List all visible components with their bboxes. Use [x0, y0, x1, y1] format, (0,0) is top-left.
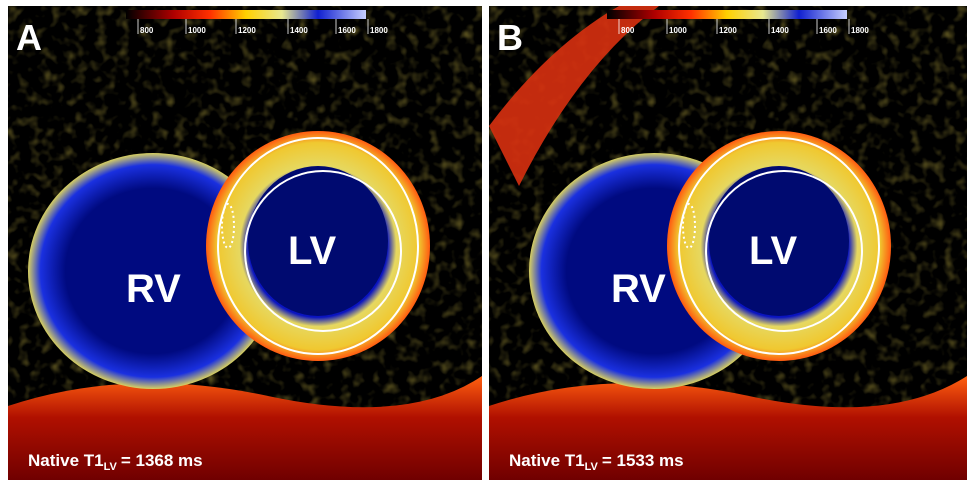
- colorbar: [126, 10, 366, 19]
- panel-label: B: [497, 17, 523, 58]
- measurement-subscript: LV: [104, 461, 118, 473]
- colorbar-tick-label: 800: [140, 26, 154, 35]
- measurement-value: = 1368 ms: [121, 451, 203, 470]
- region-label: RV: [126, 267, 181, 311]
- colorbar-tick-label: 1400: [771, 26, 789, 35]
- colorbar-tick-label: 1200: [238, 26, 256, 35]
- scan: [489, 6, 967, 480]
- colorbar-tick-label: 1800: [851, 26, 869, 35]
- region-label: RV: [611, 267, 666, 311]
- colorbar-tick-label: 1000: [669, 26, 687, 35]
- colorbar: [607, 10, 847, 19]
- region-label: LV: [749, 229, 797, 273]
- measurement-text: Native T1: [509, 451, 585, 470]
- colorbar-tick-label: 1800: [370, 26, 388, 35]
- figure: 80010001200140016001800ARVLVNative T1LV=…: [0, 0, 970, 483]
- measurement-subscript: LV: [585, 461, 599, 473]
- measurement-value: = 1533 ms: [602, 451, 684, 470]
- measurement-text: Native T1: [28, 451, 104, 470]
- colorbar-tick-label: 1600: [338, 26, 356, 35]
- region-label: LV: [288, 229, 336, 273]
- colorbar-tick-label: 800: [621, 26, 635, 35]
- colorbar-tick-label: 1400: [290, 26, 308, 35]
- colorbar-tick-label: 1600: [819, 26, 837, 35]
- page: 80010001200140016001800ARVLVNative T1LV=…: [0, 0, 970, 483]
- panel-label: A: [16, 17, 42, 58]
- scan: [8, 6, 482, 480]
- colorbar-tick-label: 1200: [719, 26, 737, 35]
- colorbar-tick-label: 1000: [188, 26, 206, 35]
